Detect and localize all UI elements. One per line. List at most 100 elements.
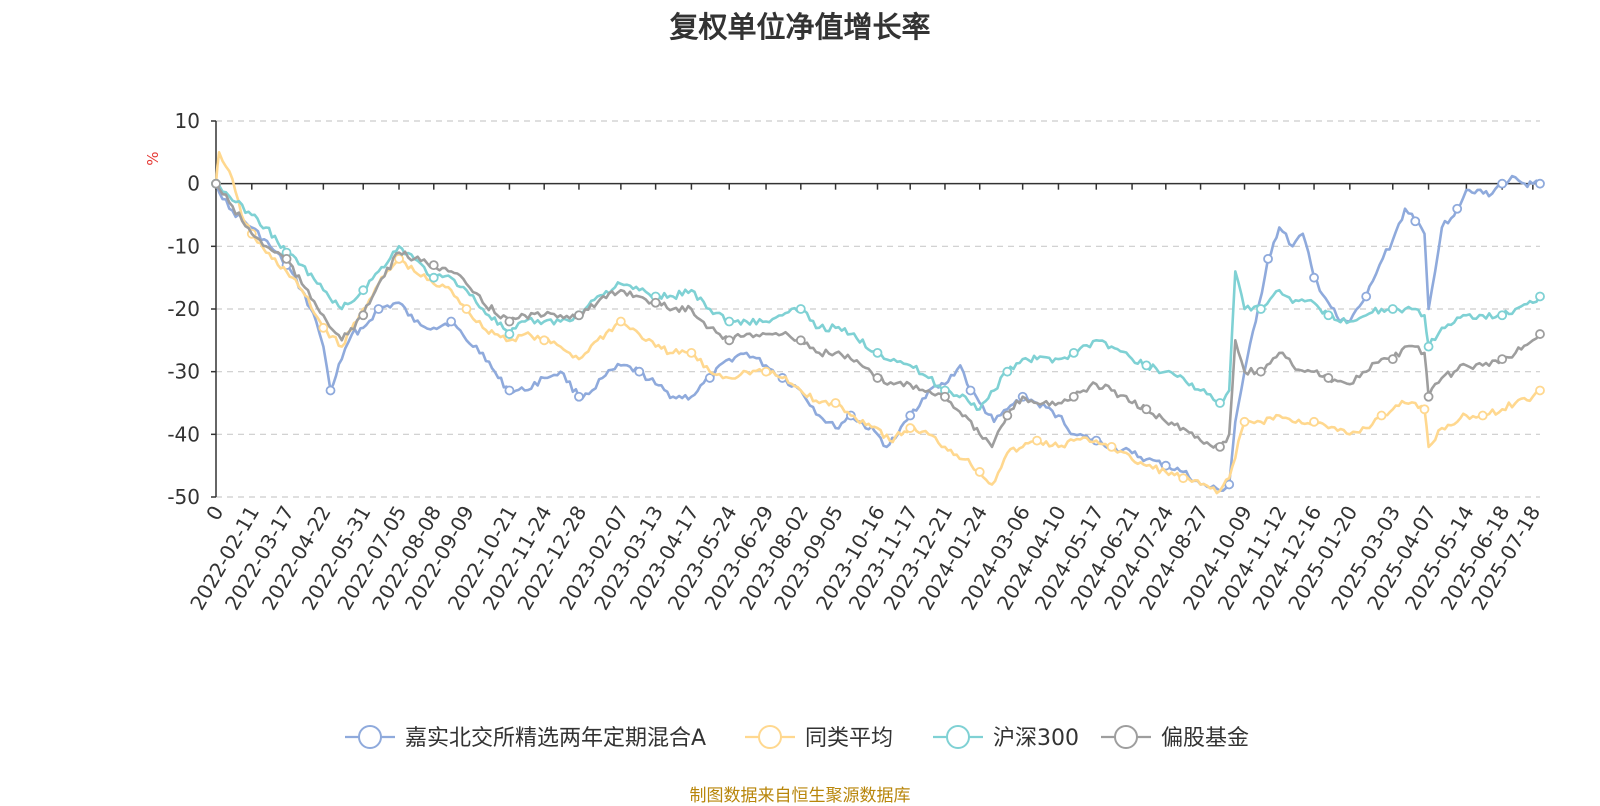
legend-label: 同类平均 [805, 726, 893, 751]
series-point [281, 253, 292, 264]
series-point [1002, 410, 1013, 421]
series-point [428, 272, 439, 283]
series-point [1224, 479, 1235, 490]
series-point [428, 260, 439, 271]
series-point [325, 385, 336, 396]
series-point [1255, 366, 1266, 377]
series-point [358, 310, 369, 321]
y-tick-label: -20 [167, 297, 200, 321]
y-tick-label: -30 [167, 360, 200, 384]
legend-marker [1114, 725, 1138, 749]
series-point [686, 347, 697, 358]
series-point [1477, 410, 1488, 421]
x-tick-label: 0 [201, 502, 228, 525]
y-tick-label: 0 [187, 172, 200, 196]
series-point [830, 398, 841, 408]
series-point [905, 423, 916, 433]
series-point [446, 316, 457, 327]
legend-marker [758, 725, 782, 749]
series-point [1361, 291, 1372, 302]
series-point [1263, 253, 1273, 264]
series-point [574, 310, 584, 321]
series-point [1160, 460, 1171, 471]
series-point [872, 347, 883, 358]
series-point [650, 297, 661, 308]
series-point [1497, 178, 1508, 189]
y-axis-unit: % [144, 151, 162, 165]
legend-label: 沪深300 [993, 726, 1079, 751]
legend-label: 嘉实北交所精选两年定期混合A [405, 726, 706, 751]
series-point [211, 178, 221, 189]
series-point [1535, 291, 1545, 302]
series-point [615, 316, 626, 327]
y-tick-label: -10 [167, 234, 200, 258]
series-point [1423, 391, 1434, 402]
series-point [634, 366, 645, 377]
series-point [1410, 216, 1421, 227]
series-point [761, 366, 771, 377]
series-point [1309, 416, 1319, 427]
series-point [905, 410, 916, 421]
series-point [1068, 347, 1079, 358]
series-point [1002, 366, 1013, 377]
series-point [1387, 354, 1398, 365]
series-point [1178, 473, 1189, 484]
series-point [358, 285, 369, 296]
series-point [504, 385, 515, 396]
series-point [1535, 385, 1545, 396]
series-point [1215, 441, 1225, 452]
series-line [214, 183, 1541, 449]
series-point [1419, 404, 1430, 415]
grid-layer [216, 120, 1540, 498]
series-point [1535, 178, 1545, 189]
series-point [504, 329, 515, 339]
axis-layer: 100-10-20-30-40-50%02022-02-112022-03-17… [144, 109, 1545, 614]
series-point [724, 316, 735, 327]
y-tick-label: -50 [167, 485, 200, 509]
series-point [1535, 329, 1545, 339]
series-point [1497, 310, 1508, 321]
series-point [1255, 304, 1266, 314]
series-point [724, 335, 735, 346]
series-point [461, 304, 472, 314]
series-point [539, 335, 550, 346]
series-point [574, 391, 584, 402]
legend-marker [946, 725, 970, 749]
series-point [1215, 398, 1225, 408]
source-note: 制图数据来自恒生聚源数据库 [689, 786, 911, 806]
series-point [974, 467, 985, 477]
series-point [394, 253, 404, 264]
legend-label: 偏股基金 [1161, 726, 1249, 751]
series-point [1376, 410, 1387, 421]
series-line [214, 174, 1541, 492]
series-point [940, 391, 950, 402]
series-point [373, 304, 384, 314]
series-point [965, 385, 976, 396]
series-point [318, 322, 329, 333]
series-point [704, 373, 715, 383]
series-point [1323, 310, 1334, 321]
chart-title: 复权单位净值增长率 [669, 10, 931, 44]
series-point [1106, 441, 1117, 452]
series-point [795, 304, 806, 314]
series-point [1323, 373, 1334, 383]
series-point [1497, 354, 1508, 365]
y-tick-label: -40 [167, 422, 200, 446]
series-point [1452, 203, 1463, 214]
series-point [795, 335, 806, 346]
series-point [1387, 304, 1398, 314]
series-point [1309, 272, 1319, 283]
series-point [1141, 404, 1152, 415]
series-point [504, 316, 515, 327]
series-point [1141, 360, 1152, 371]
series-layer [211, 151, 1545, 495]
series-point [1068, 391, 1079, 402]
legend-marker [358, 725, 382, 749]
series-point [1032, 435, 1042, 446]
legend: 嘉实北交所精选两年定期混合A 同类平均 沪深300 偏股基金 [345, 725, 1249, 751]
y-tick-label: 10 [175, 109, 200, 133]
series-point [1423, 341, 1434, 352]
series-point [872, 373, 883, 383]
series-point [1239, 416, 1250, 427]
